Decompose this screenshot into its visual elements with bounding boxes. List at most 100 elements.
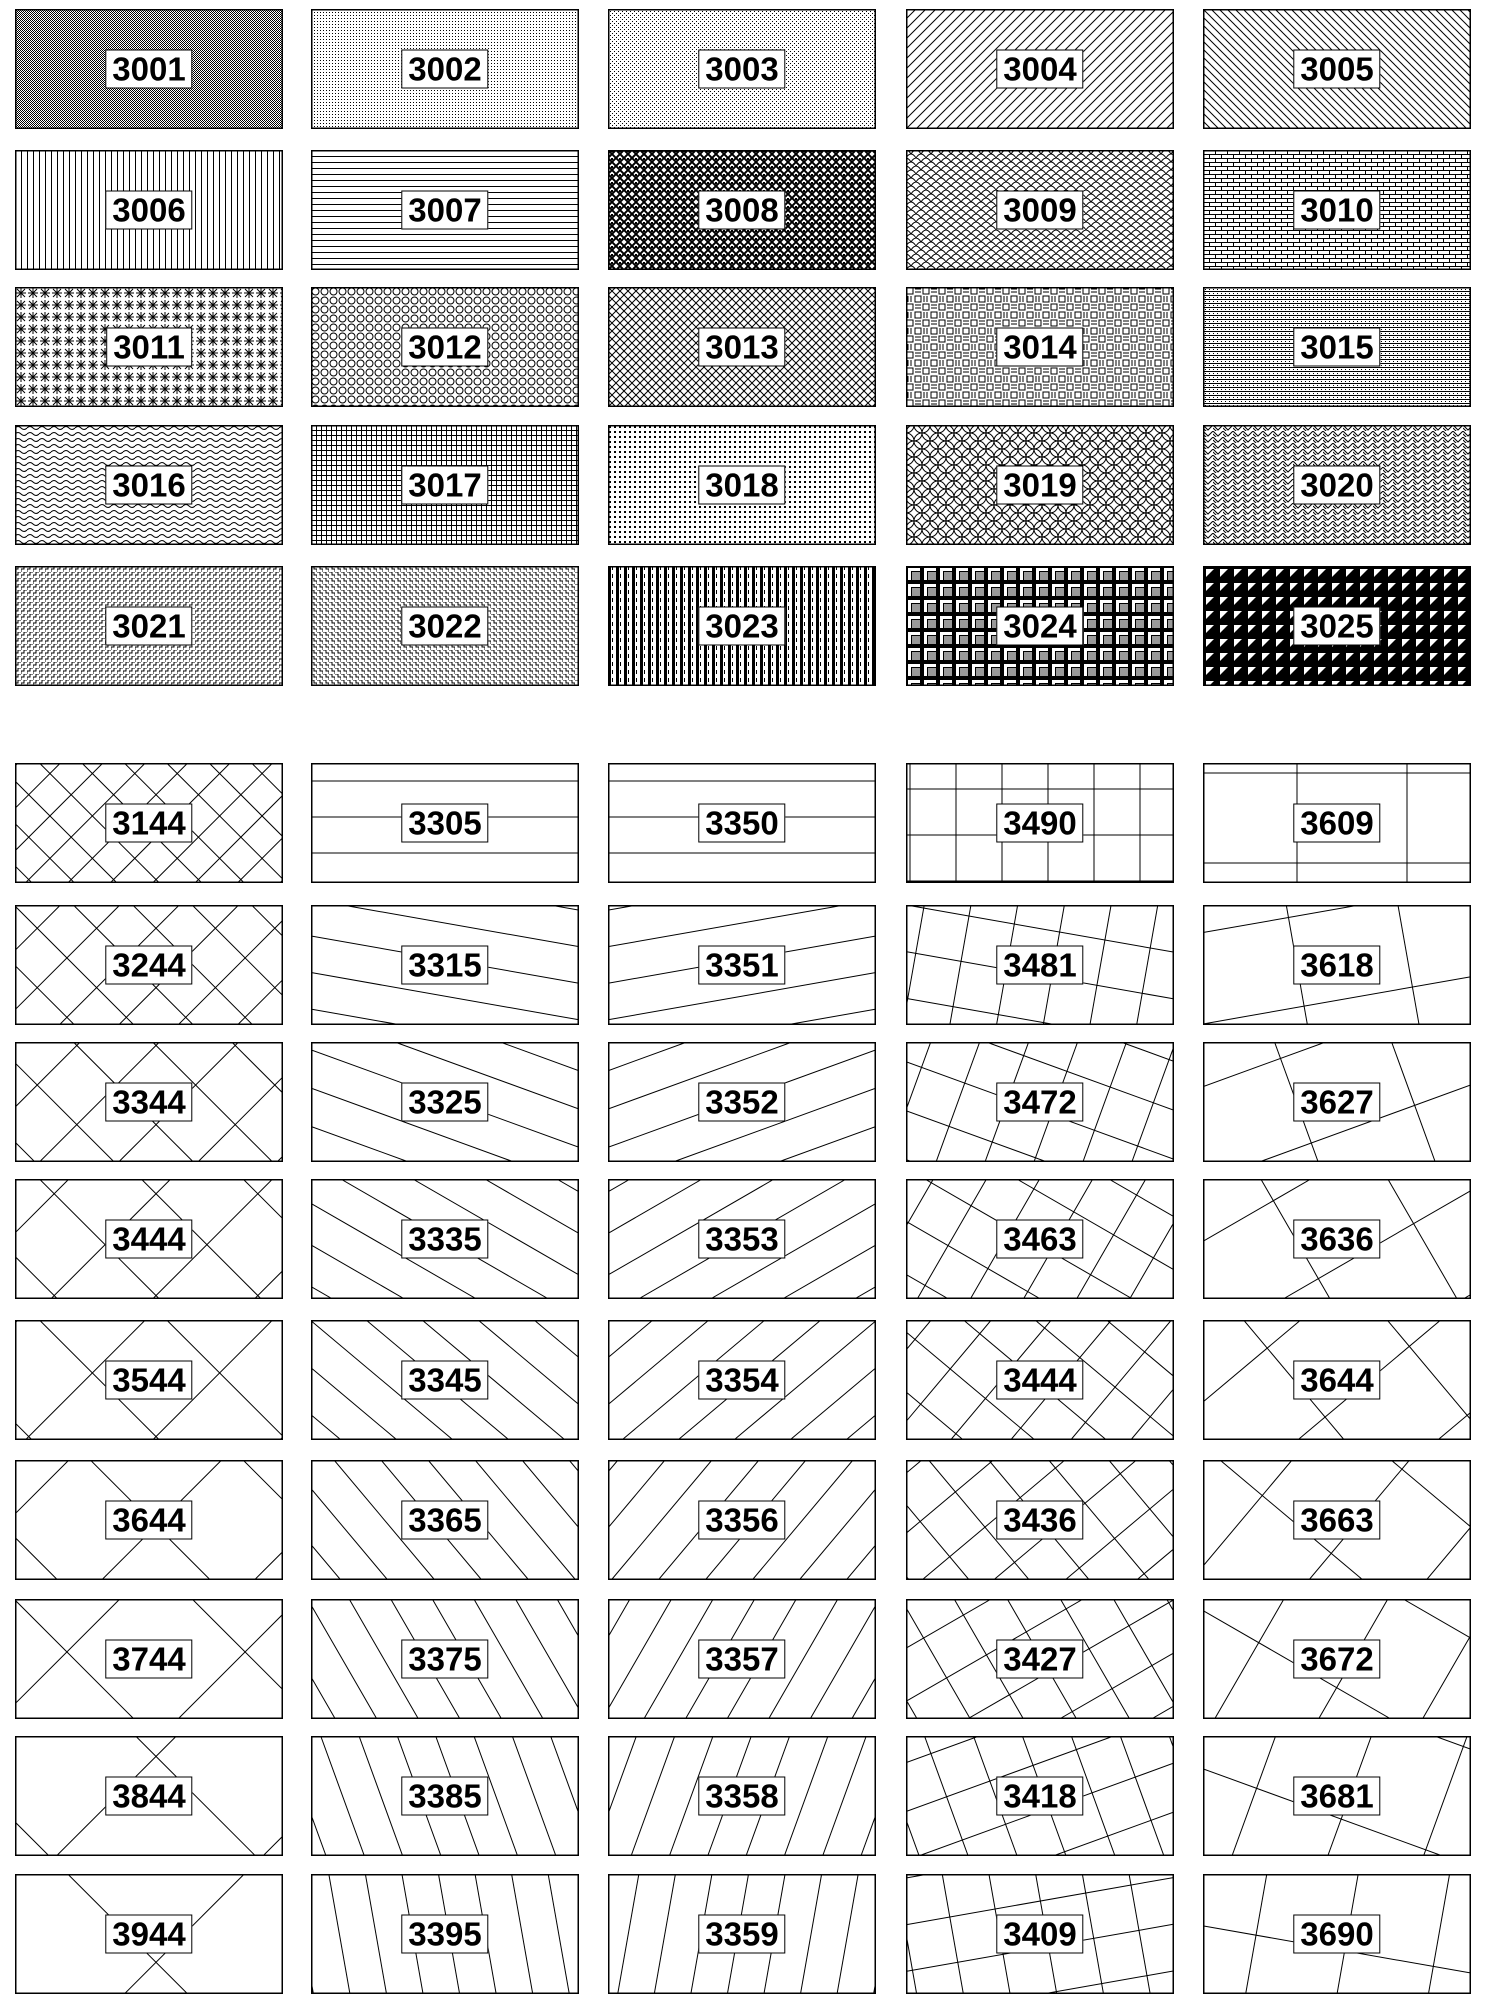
pattern-cell-3010: 3010 <box>1203 150 1471 270</box>
pattern-label: 3015 <box>1293 327 1381 367</box>
pattern-label: 3444 <box>996 1360 1084 1400</box>
pattern-cell-3004: 3004 <box>906 9 1174 129</box>
pattern-label: 3003 <box>698 49 786 89</box>
pattern-label: 3358 <box>698 1776 786 1816</box>
pattern-cell-3002: 3002 <box>311 9 579 129</box>
pattern-label: 3353 <box>698 1219 786 1259</box>
pattern-cell-3357: 3357 <box>608 1599 876 1719</box>
pattern-label: 3395 <box>401 1914 489 1954</box>
pattern-cell-3015: 3015 <box>1203 287 1471 407</box>
pattern-cell-3365: 3365 <box>311 1460 579 1580</box>
pattern-cell-3315: 3315 <box>311 905 579 1025</box>
pattern-label: 3014 <box>996 327 1084 367</box>
pattern-label: 3354 <box>698 1360 786 1400</box>
pattern-cell-3013: 3013 <box>608 287 876 407</box>
pattern-label: 3356 <box>698 1500 786 1540</box>
pattern-label: 3004 <box>996 49 1084 89</box>
pattern-cell-3436: 3436 <box>906 1460 1174 1580</box>
pattern-cell-3618: 3618 <box>1203 905 1471 1025</box>
pattern-cell-3353: 3353 <box>608 1179 876 1299</box>
pattern-cell-3418: 3418 <box>906 1736 1174 1856</box>
pattern-cell-3006: 3006 <box>15 150 283 270</box>
pattern-cell-3020: 3020 <box>1203 425 1471 545</box>
pattern-label: 3002 <box>401 49 489 89</box>
pattern-swatch <box>906 905 1174 1025</box>
pattern-cell-3744: 3744 <box>15 1599 283 1719</box>
pattern-cell-3544: 3544 <box>15 1320 283 1440</box>
pattern-label: 3025 <box>1293 606 1381 646</box>
pattern-label: 3472 <box>996 1082 1084 1122</box>
pattern-cell-3024: 3024 <box>906 566 1174 686</box>
pattern-label: 3427 <box>996 1639 1084 1679</box>
pattern-label: 3444 <box>105 1219 193 1259</box>
pattern-label: 3345 <box>401 1360 489 1400</box>
pattern-cell-3325: 3325 <box>311 1042 579 1162</box>
pattern-cell-3690: 3690 <box>1203 1874 1471 1994</box>
pattern-label: 3344 <box>105 1082 193 1122</box>
pattern-cell-3609: 3609 <box>1203 763 1471 883</box>
pattern-cell-3375: 3375 <box>311 1599 579 1719</box>
pattern-cell-3681: 3681 <box>1203 1736 1471 1856</box>
pattern-cell-3144: 3144 <box>15 763 283 883</box>
pattern-label: 3672 <box>1293 1639 1381 1679</box>
pattern-label: 3490 <box>996 803 1084 843</box>
pattern-cell-3663: 3663 <box>1203 1460 1471 1580</box>
pattern-cell-3344: 3344 <box>15 1042 283 1162</box>
pattern-label: 3007 <box>401 190 489 230</box>
pattern-cell-3944: 3944 <box>15 1874 283 1994</box>
pattern-swatch <box>906 425 1174 545</box>
pattern-cell-3672: 3672 <box>1203 1599 1471 1719</box>
pattern-label: 3544 <box>105 1360 193 1400</box>
pattern-label: 3409 <box>996 1914 1084 1954</box>
pattern-swatch <box>1203 1320 1471 1440</box>
pattern-cell-3025: 3025 <box>1203 566 1471 686</box>
pattern-cell-3356: 3356 <box>608 1460 876 1580</box>
pattern-label: 3021 <box>105 606 193 646</box>
pattern-cell-3022: 3022 <box>311 566 579 686</box>
pattern-cell-3350: 3350 <box>608 763 876 883</box>
pattern-label: 3352 <box>698 1082 786 1122</box>
pattern-cell-3481: 3481 <box>906 905 1174 1025</box>
pattern-cell-3009: 3009 <box>906 150 1174 270</box>
pattern-label: 3011 <box>106 327 192 367</box>
pattern-label: 3357 <box>698 1639 786 1679</box>
pattern-swatch <box>1203 763 1471 883</box>
pattern-cell-3011: 3011 <box>15 287 283 407</box>
pattern-cell-3351: 3351 <box>608 905 876 1025</box>
pattern-label: 3350 <box>698 803 786 843</box>
pattern-label: 3022 <box>401 606 489 646</box>
pattern-label: 3016 <box>105 465 193 505</box>
pattern-cell-3358: 3358 <box>608 1736 876 1856</box>
pattern-cell-3463: 3463 <box>906 1179 1174 1299</box>
pattern-cell-3003: 3003 <box>608 9 876 129</box>
pattern-cell-3014: 3014 <box>906 287 1174 407</box>
pattern-label: 3013 <box>698 327 786 367</box>
pattern-label: 3644 <box>1293 1360 1381 1400</box>
pattern-label: 3375 <box>401 1639 489 1679</box>
pattern-label: 3001 <box>105 49 193 89</box>
pattern-label: 3315 <box>401 945 489 985</box>
pattern-label: 3844 <box>105 1776 193 1816</box>
pattern-cell-3490: 3490 <box>906 763 1174 883</box>
pattern-label: 3325 <box>401 1082 489 1122</box>
pattern-cell-3636: 3636 <box>1203 1179 1471 1299</box>
pattern-label: 3024 <box>996 606 1084 646</box>
pattern-label: 3006 <box>105 190 193 230</box>
pattern-cell-3444: 3444 <box>906 1320 1174 1440</box>
pattern-label: 3244 <box>105 945 193 985</box>
pattern-cell-3305: 3305 <box>311 763 579 883</box>
pattern-label: 3627 <box>1293 1082 1381 1122</box>
pattern-label: 3436 <box>996 1500 1084 1540</box>
pattern-swatch <box>15 1460 283 1580</box>
pattern-label: 3005 <box>1293 49 1381 89</box>
pattern-cell-3017: 3017 <box>311 425 579 545</box>
pattern-label: 3681 <box>1293 1776 1381 1816</box>
pattern-cell-3335: 3335 <box>311 1179 579 1299</box>
pattern-label: 3385 <box>401 1776 489 1816</box>
pattern-cell-3021: 3021 <box>15 566 283 686</box>
pattern-cell-3023: 3023 <box>608 566 876 686</box>
pattern-cell-3472: 3472 <box>906 1042 1174 1162</box>
pattern-label: 3144 <box>105 803 193 843</box>
pattern-label: 3690 <box>1293 1914 1381 1954</box>
pattern-cell-3644: 3644 <box>1203 1320 1471 1440</box>
